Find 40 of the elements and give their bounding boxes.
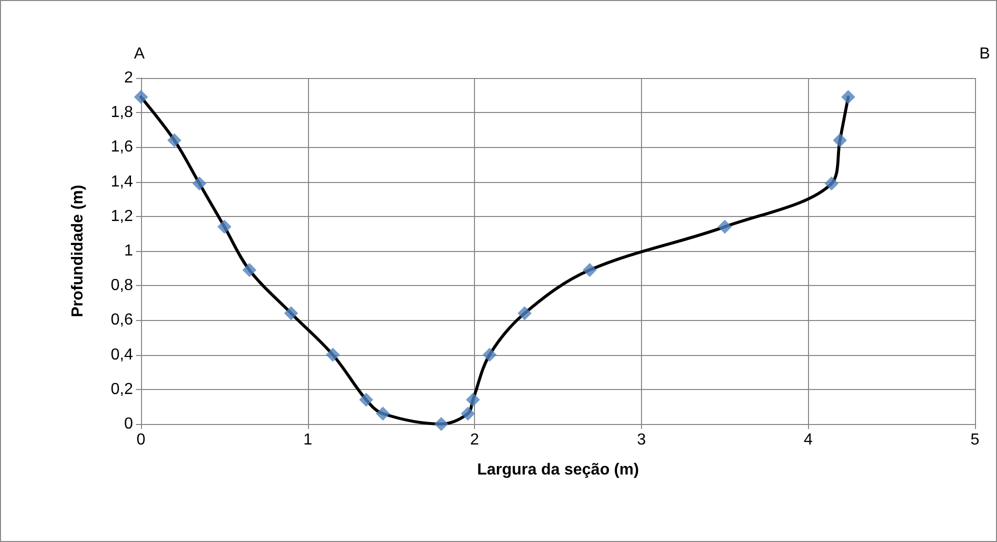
point [482, 348, 497, 362]
point [832, 133, 847, 148]
point [167, 133, 182, 148]
point [284, 306, 298, 320]
x-tick-label: 3 [636, 432, 646, 448]
point [134, 90, 148, 104]
point [466, 392, 480, 407]
y-tick-label: 1 [124, 242, 134, 260]
point [376, 406, 390, 421]
point [518, 306, 532, 320]
y-tick-label: 1,6 [110, 138, 134, 156]
x-axis-title: Largura da seção (m) [477, 462, 639, 478]
point [718, 220, 732, 234]
y-tick-label: 1,4 [110, 173, 134, 190]
y-tick-label: 1,2 [110, 208, 134, 225]
y-tick-label: 0,8 [110, 277, 134, 294]
point [824, 176, 839, 191]
text: A [134, 46, 145, 62]
point [460, 406, 475, 421]
y-tick-label: 0,6 [110, 312, 134, 329]
x-tick-label: 0 [136, 432, 146, 448]
y-axis-title: Profundidade (m) [70, 184, 86, 318]
y-tick-label: 0,2 [110, 380, 134, 398]
x-tick-label: 2 [470, 432, 480, 448]
y-tick-label: 0 [124, 416, 134, 432]
x-tick-label: 4 [804, 432, 813, 448]
point [192, 176, 206, 191]
point [326, 348, 340, 362]
point [217, 220, 232, 234]
text: B [979, 46, 990, 62]
x-tick-label: 5 [970, 432, 980, 448]
point [359, 392, 374, 407]
y-tick-label: 0,4 [110, 346, 134, 364]
point [582, 263, 597, 278]
point [841, 90, 856, 104]
point [434, 417, 448, 431]
y-tick-label: 2 [124, 70, 134, 86]
point [242, 263, 256, 278]
x-tick-label: 1 [303, 432, 312, 448]
y-tick-label: 1,8 [110, 104, 134, 122]
